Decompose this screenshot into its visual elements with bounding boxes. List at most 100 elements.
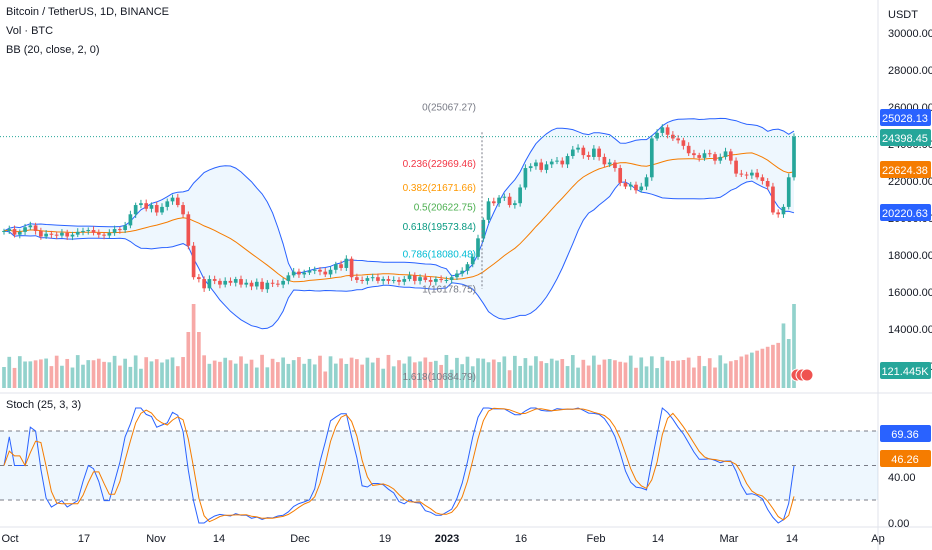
price-badge: 121.445K (880, 362, 931, 379)
bb-legend[interactable]: BB (20, close, 2, 0) (6, 44, 100, 56)
volume-legend[interactable]: Vol · BTC (6, 25, 54, 37)
candle-body (123, 225, 127, 231)
candle-body (607, 162, 612, 165)
volume-bar (470, 366, 475, 388)
candle-body (297, 271, 301, 275)
price-badge: 25028.13 (880, 109, 931, 126)
price-badge: 46.26 (880, 450, 931, 467)
volume-bar (233, 363, 238, 388)
candle-body (760, 177, 765, 181)
candle-body (91, 230, 96, 233)
candle-body (744, 174, 749, 176)
fib-label: 0.382(21671.66) (403, 183, 476, 194)
price-badge-text: 46.26 (891, 454, 919, 466)
volume-bar (723, 363, 728, 388)
volume-bar (655, 368, 659, 388)
candle-body (44, 233, 48, 237)
candle-body (586, 155, 591, 157)
candle-body (381, 279, 386, 281)
volume-bar (771, 344, 775, 388)
volume-bar (17, 356, 22, 388)
candle-body (649, 138, 654, 178)
volume-bar (39, 359, 43, 388)
candle-body (439, 279, 443, 281)
candle-body (202, 279, 206, 289)
volume-bar (370, 362, 375, 388)
time-tick-label: Dec (290, 533, 310, 545)
candle-body (12, 229, 17, 235)
price-badge-bg (880, 425, 931, 442)
candle-body (86, 230, 91, 232)
fib-label: 1(16178.75) (422, 285, 476, 296)
candle-body (676, 138, 680, 141)
candle-body (460, 270, 465, 274)
fib-label: 0.618(19573.84) (403, 222, 476, 233)
volume-bar (502, 356, 507, 388)
volume-bar (728, 361, 733, 388)
candle-body (423, 277, 428, 280)
volume-bar (149, 361, 154, 388)
volume-bar (586, 365, 591, 388)
candle-body (491, 201, 496, 204)
volume-bar (734, 360, 738, 388)
price-badges: 25028.13 24398.45 22624.38 20220.63 121.445K… (790, 109, 931, 467)
candle-body (602, 156, 607, 165)
volume-bar (276, 362, 280, 388)
candle-body (186, 214, 191, 246)
fib-label: 0.786(18080.48) (403, 250, 476, 261)
candle-body (734, 160, 738, 174)
volume-bar (428, 361, 433, 388)
volume-bar (91, 360, 96, 388)
price-badge: 24398.45 (880, 129, 931, 146)
volume-bar (323, 371, 328, 388)
candle-body (28, 225, 33, 228)
volume-bar (786, 339, 791, 388)
volume-bar (412, 362, 417, 388)
volume-bar (202, 355, 206, 388)
candle-body (513, 203, 517, 206)
time-tick-label: 14 (652, 533, 664, 545)
candle-body (328, 269, 333, 275)
volume-bar (12, 367, 17, 388)
candle-body (755, 172, 759, 178)
volume-bar (65, 358, 70, 388)
volume-bar (381, 368, 386, 388)
volume-bar (592, 355, 596, 388)
candle-body (291, 271, 296, 276)
candle-body (728, 151, 733, 161)
candle-body (75, 231, 80, 235)
volume-bar (118, 365, 122, 388)
candle-body (386, 279, 391, 281)
volume-bar (455, 357, 459, 388)
stoch-d-line (3, 407, 795, 523)
candle-body (776, 212, 781, 215)
candle-body (792, 136, 796, 178)
time-tick-label: 14 (786, 533, 798, 545)
candle-body (365, 278, 370, 281)
volume-bar (144, 357, 149, 388)
stoch-legend[interactable]: Stoch (25, 3, 3) (6, 399, 82, 411)
candle-body (7, 229, 12, 231)
volume-bar (760, 348, 765, 388)
price-badge: 22624.38 (880, 161, 931, 178)
volume-bar (681, 360, 686, 388)
volume-bar (270, 358, 275, 388)
fibonacci-retracement[interactable]: 0(25067.27) 0.236(22969.46) 0.382(21671.66… (403, 102, 483, 383)
candle-body (154, 205, 159, 213)
volume-bar (639, 357, 644, 388)
candle-body (718, 156, 723, 161)
volume-bar (23, 361, 27, 388)
symbol-legend[interactable]: Bitcoin / TetherUS, 1D, BINANCE (6, 6, 170, 18)
price-badge-text: 69.36 (891, 429, 919, 441)
time-tick-label: 14 (213, 533, 225, 545)
price-axis-unit: USDT (888, 9, 918, 21)
candle-body (581, 147, 586, 156)
volume-bar (128, 366, 133, 388)
candle-body (223, 280, 228, 285)
volume-bar (181, 357, 185, 388)
volume-bar (750, 352, 754, 388)
candle-body (565, 156, 570, 165)
candles[interactable] (0, 124, 878, 293)
volume-bar (744, 354, 749, 388)
